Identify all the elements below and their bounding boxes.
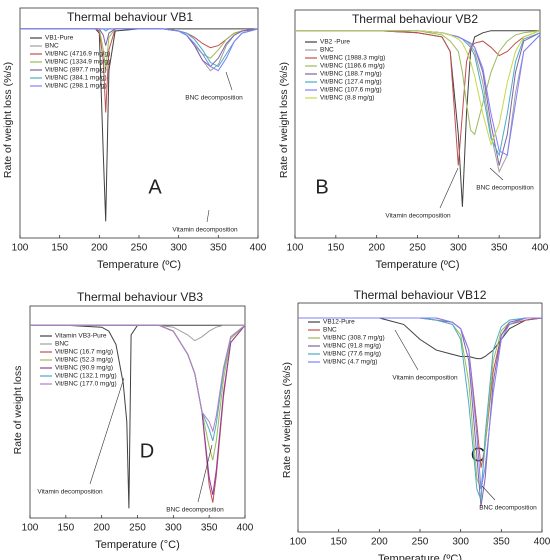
- legend-label: Vit/BNC (16.7 mg/g): [55, 349, 113, 356]
- series-line: [20, 28, 258, 222]
- x-tick-label: 250: [129, 523, 146, 534]
- annotation-arrow: [439, 167, 459, 209]
- x-tick-label: 100: [290, 537, 307, 548]
- legend-label: Vit/BNC (384.1 mg/g): [45, 75, 107, 82]
- x-tick-label: 200: [93, 523, 110, 534]
- legend-label: Vitamin VB3-Pure: [55, 333, 107, 340]
- legend-label: Vit/BNC (107.6 mg/g): [320, 87, 382, 94]
- x-tick-label: 200: [371, 537, 388, 548]
- x-tick-label: 350: [201, 523, 218, 534]
- y-axis-label: Rate of weight loss: [12, 366, 24, 455]
- series-line: [298, 317, 543, 360]
- annotation-arrow: [394, 329, 419, 371]
- x-tick-label: 400: [532, 243, 549, 254]
- legend-label: Vit/BNC (188.7 mg/g): [320, 71, 382, 78]
- annotation-arrow: [89, 377, 125, 485]
- x-axis-label: Temperature (°C): [95, 539, 179, 551]
- panel-label: B: [315, 176, 328, 198]
- x-tick-label: 400: [534, 537, 550, 548]
- x-tick-label: 300: [165, 523, 182, 534]
- legend-label: Vit/BNC (132.1 mg/g): [55, 373, 117, 380]
- x-tick-label: 100: [22, 523, 39, 534]
- x-tick-label: 250: [409, 243, 426, 254]
- legend-label: VB2 -Pure: [320, 39, 350, 46]
- y-axis-label: Rate of weight loss (%/s): [2, 62, 14, 178]
- series-line: [298, 317, 542, 490]
- chart-title: Thermal behaviour VB2: [352, 12, 478, 26]
- x-tick-label: 100: [287, 243, 304, 254]
- x-tick-label: 250: [131, 243, 148, 254]
- series-line: [295, 30, 541, 147]
- legend-label: Vit/BNC (298.1 mg/g): [45, 83, 107, 90]
- chart-title: Thermal behaviour VB12: [354, 288, 487, 302]
- x-tick-label: 350: [491, 243, 508, 254]
- y-axis-label: Rate of weight loss (%/s): [281, 362, 293, 478]
- legend-label: BNC: [45, 43, 59, 50]
- legend-label: Vit/BNC (897.7 mg/g): [45, 67, 107, 74]
- legend-label: BNC: [323, 327, 337, 334]
- annotation-arrow: [489, 167, 504, 181]
- x-tick-label: 150: [57, 523, 74, 534]
- annotation-arrow: [481, 485, 496, 501]
- annotation: Vitamin decomposition: [385, 213, 451, 220]
- chart-title: Thermal behaviour VB1: [67, 10, 193, 24]
- legend-label: Vit/BNC (127.4 mg/g): [320, 79, 382, 86]
- legend-label: BNC: [55, 341, 69, 348]
- annotation-arrow: [197, 444, 213, 503]
- legend-label: Vit/BNC (52.3 mg/g): [55, 357, 113, 364]
- x-tick-label: 300: [170, 243, 187, 254]
- panel-label: A: [148, 176, 162, 198]
- series-line: [30, 324, 246, 434]
- annotation-arrow: [206, 209, 210, 223]
- x-tick-label: 300: [450, 243, 467, 254]
- annotation: BNC decomposition: [166, 507, 224, 514]
- x-axis-label: Temperature (ºC): [97, 259, 181, 271]
- legend-label: Vit/BNC (90.9 mg/g): [55, 365, 113, 372]
- annotation-arrow: [225, 71, 233, 91]
- legend-label: Vit/BNC (308.7 mg/g): [323, 335, 385, 342]
- chart-title: Thermal behaviour VB3: [77, 290, 203, 304]
- legend-label: Vit/BNC (77.6 mg/g): [323, 351, 381, 358]
- series-line: [20, 28, 259, 72]
- annotation: BNC decomposition: [185, 95, 243, 102]
- x-tick-label: 150: [51, 243, 68, 254]
- x-tick-label: 400: [237, 523, 254, 534]
- legend-label: Vit/BNC (8.8 mg/g): [320, 95, 374, 102]
- legend-label: Vit/BNC (4716.9 mg/g): [45, 51, 110, 58]
- annotation: BNC decomposition: [479, 505, 537, 512]
- legend-label: VB1-Pure: [45, 35, 74, 42]
- legend-label: VB12-Pure: [323, 319, 355, 326]
- legend-label: Vit/BNC (1988.3 mg/g): [320, 55, 385, 62]
- annotation: Vitamin decomposition: [172, 227, 238, 234]
- legend-label: Vit/BNC (91.8 mg/g): [323, 343, 381, 350]
- annotation: BNC decomposition: [476, 185, 534, 192]
- x-tick-label: 150: [327, 243, 344, 254]
- x-axis-label: Temperature (ºC): [375, 259, 459, 271]
- annotation: Vitamin decomposition: [37, 489, 103, 496]
- x-tick-label: 350: [210, 243, 227, 254]
- legend-label: BNC: [320, 47, 334, 54]
- x-tick-label: 350: [493, 537, 510, 548]
- x-tick-label: 200: [368, 243, 385, 254]
- panel-label: D: [140, 440, 154, 462]
- legend-label: Vit/BNC (177.0 mg/g): [55, 381, 117, 388]
- x-tick-label: 300: [452, 537, 469, 548]
- series-line: [295, 30, 541, 166]
- x-tick-label: 100: [12, 243, 29, 254]
- y-axis-label: Rate of weight loss (%/s): [278, 62, 290, 178]
- legend-label: Vit/BNC (1334.9 mg/g): [45, 59, 110, 66]
- legend-label: Vit/BNC (1186.6 mg/g): [320, 63, 385, 70]
- x-tick-label: 150: [330, 537, 347, 548]
- x-tick-label: 200: [91, 243, 108, 254]
- annotation: Vitamin decomposition: [392, 375, 458, 382]
- x-tick-label: 400: [250, 243, 267, 254]
- x-tick-label: 250: [412, 537, 429, 548]
- legend-label: Vit/BNC (4.7 mg/g): [323, 359, 377, 366]
- x-axis-label: Temperature (ºC): [378, 553, 462, 560]
